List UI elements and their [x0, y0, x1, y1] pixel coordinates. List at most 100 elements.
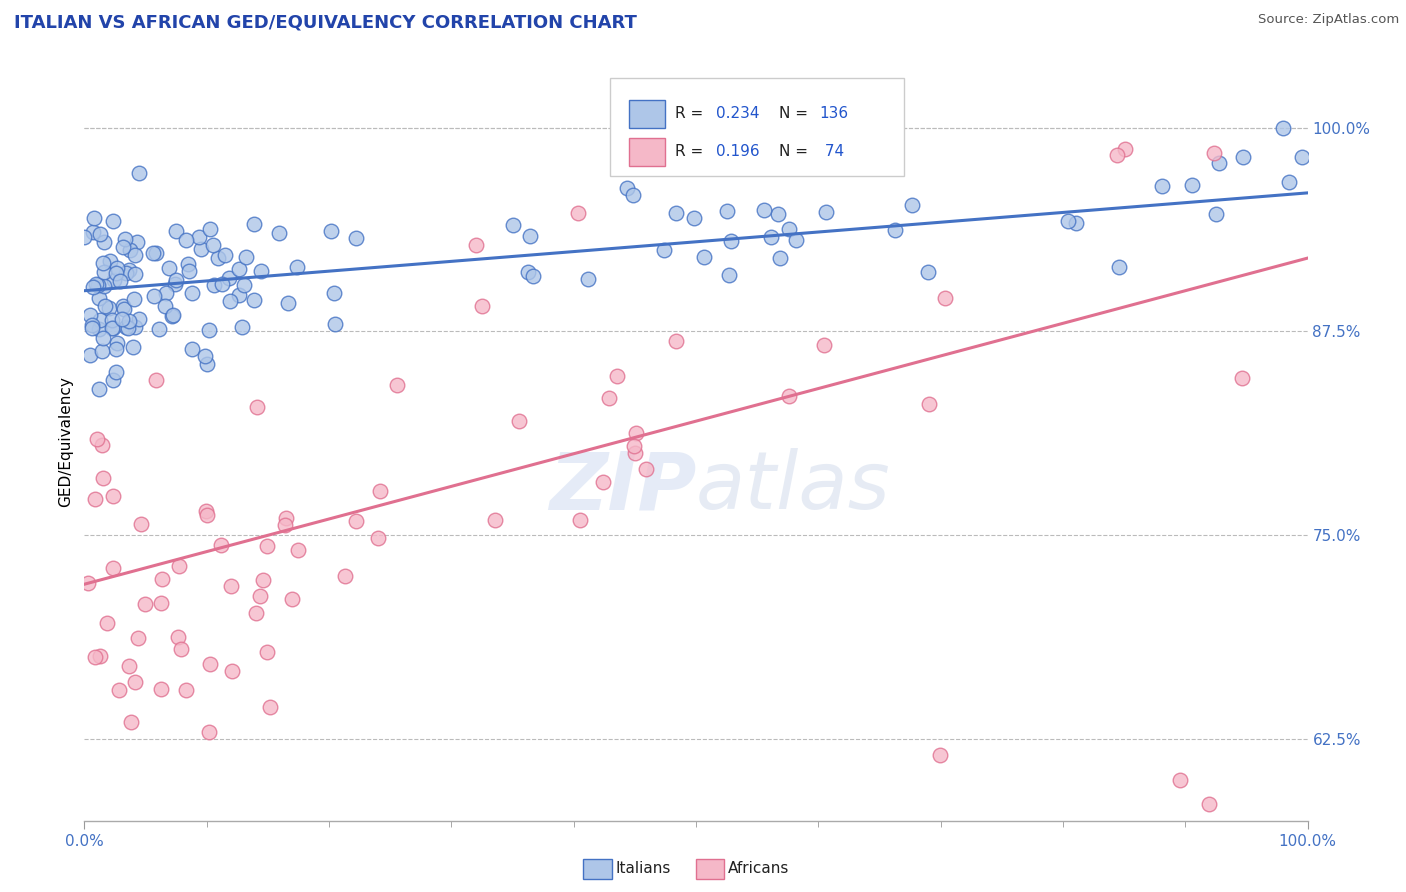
Point — [634, 461, 657, 475]
Point — [242, 217, 264, 231]
Point — [1232, 151, 1254, 165]
Point — [717, 268, 740, 283]
Point — [98, 253, 121, 268]
Point — [1114, 142, 1136, 156]
Point — [84, 277, 107, 292]
Point — [197, 323, 219, 337]
Text: 0.196: 0.196 — [716, 145, 759, 160]
Point — [813, 337, 835, 351]
Point — [883, 223, 905, 237]
Point — [87, 292, 110, 306]
Point — [91, 471, 114, 485]
Point — [323, 285, 346, 300]
Text: Italians: Italians — [616, 862, 671, 876]
Point — [82, 318, 104, 332]
Point — [149, 682, 172, 697]
Point — [259, 699, 281, 714]
Point — [150, 572, 173, 586]
Text: N =: N = — [779, 145, 813, 160]
Point — [502, 218, 524, 232]
Point — [110, 275, 132, 289]
Point — [79, 309, 101, 323]
Point — [145, 373, 167, 387]
Point — [181, 286, 204, 301]
Point — [387, 378, 409, 392]
Text: Source: ZipAtlas.com: Source: ZipAtlas.com — [1258, 13, 1399, 27]
Point — [103, 214, 125, 228]
Point — [519, 228, 541, 243]
Point — [228, 288, 250, 302]
Point — [101, 561, 124, 575]
Point — [177, 256, 200, 270]
Point — [243, 293, 266, 307]
Point — [249, 589, 271, 603]
Point — [89, 382, 111, 396]
Point — [235, 250, 257, 264]
Point — [93, 235, 115, 249]
Point — [778, 221, 800, 235]
Point — [202, 238, 225, 252]
Point — [155, 286, 177, 301]
Point — [1198, 797, 1220, 812]
Point — [142, 246, 165, 260]
Text: ZIP: ZIP — [548, 448, 696, 526]
Point — [368, 484, 391, 499]
Point — [576, 272, 599, 286]
Point — [768, 207, 790, 221]
Point — [115, 320, 138, 334]
Text: R =: R = — [675, 106, 709, 121]
Point — [89, 649, 111, 664]
Point — [127, 631, 149, 645]
Point — [785, 233, 807, 247]
Point — [567, 206, 589, 220]
Point — [89, 227, 111, 241]
Point — [169, 642, 191, 657]
Point — [84, 649, 107, 664]
Point — [98, 301, 121, 316]
Point — [218, 294, 240, 309]
Point — [218, 270, 240, 285]
Point — [207, 251, 229, 265]
Point — [122, 293, 145, 307]
Point — [83, 211, 105, 225]
Point — [174, 683, 197, 698]
Point — [111, 312, 134, 326]
Point — [652, 243, 675, 257]
Point — [214, 248, 236, 262]
Point — [162, 308, 184, 322]
Point — [179, 264, 201, 278]
FancyBboxPatch shape — [628, 137, 665, 166]
Point — [103, 273, 125, 287]
Point — [87, 322, 110, 336]
Point — [344, 514, 367, 528]
Point — [693, 250, 716, 264]
Point — [73, 230, 96, 244]
Point — [101, 373, 124, 387]
Point — [287, 543, 309, 558]
Point — [1202, 146, 1225, 161]
Point — [219, 579, 242, 593]
Point — [1272, 120, 1295, 135]
Point — [112, 301, 135, 316]
Point — [124, 267, 146, 281]
Point — [592, 475, 614, 490]
Point — [105, 261, 128, 276]
Point — [464, 238, 486, 252]
Point — [277, 295, 299, 310]
Point — [367, 531, 389, 545]
Point — [508, 414, 530, 428]
Point — [187, 229, 209, 244]
Point — [87, 278, 110, 293]
Point — [1230, 371, 1253, 385]
Point — [814, 204, 837, 219]
Point — [281, 592, 304, 607]
Point — [84, 491, 107, 506]
Point — [621, 188, 644, 202]
Point — [153, 299, 176, 313]
Point — [471, 299, 494, 313]
Point — [167, 559, 190, 574]
Point — [118, 314, 141, 328]
Text: 136: 136 — [820, 106, 849, 121]
Point — [901, 197, 924, 211]
Point — [759, 230, 782, 244]
